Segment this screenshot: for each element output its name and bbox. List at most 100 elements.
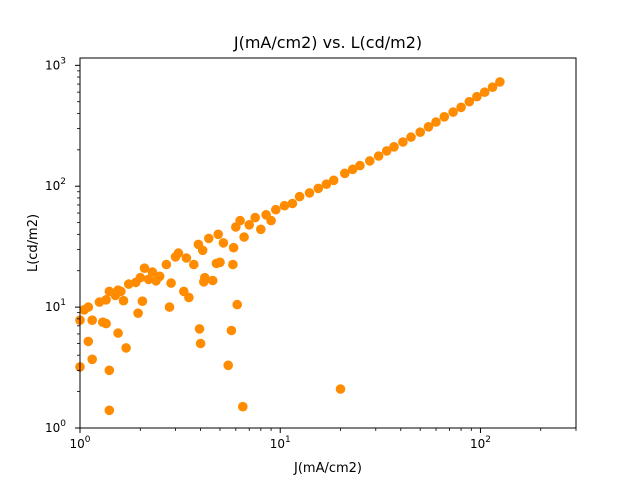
data-point — [137, 296, 148, 307]
x-tick-label: 100 — [69, 435, 90, 451]
data-point — [365, 156, 375, 166]
data-point — [487, 82, 498, 92]
y-tick-label: 102 — [45, 177, 66, 193]
y-tick-label: 103 — [45, 56, 66, 72]
data-point — [223, 360, 233, 371]
data-point — [147, 267, 158, 277]
data-point — [287, 198, 298, 209]
data-point — [321, 179, 332, 189]
data-point — [161, 259, 172, 270]
data-point — [101, 295, 111, 305]
x-tick-label: 101 — [270, 435, 291, 451]
y-tick-label-base: 10 — [45, 179, 60, 193]
data-point — [244, 220, 254, 230]
x-tick-label-base: 10 — [470, 437, 485, 451]
data-point — [200, 272, 210, 283]
data-point — [83, 302, 94, 312]
data-point — [464, 96, 475, 107]
data-point — [406, 132, 416, 142]
data-point — [389, 142, 399, 152]
data-point — [456, 102, 466, 113]
data-point — [228, 242, 239, 253]
data-point — [218, 238, 229, 248]
data-point — [328, 175, 339, 186]
data-point — [121, 343, 131, 353]
data-point — [279, 200, 290, 211]
data-point — [335, 384, 346, 394]
data-point — [154, 271, 165, 282]
x-axis-label: J(mA/cm2) — [293, 461, 362, 476]
data-point — [118, 295, 129, 306]
data-point — [398, 137, 408, 147]
data-point — [238, 401, 248, 412]
data-point — [373, 151, 384, 161]
y-tick-label-base: 10 — [45, 421, 60, 435]
data-point — [194, 324, 205, 334]
data-point — [415, 127, 426, 137]
plot-frame — [79, 57, 577, 429]
data-points — [75, 77, 505, 416]
x-tick-label-exponent: 1 — [285, 435, 291, 445]
data-point — [197, 245, 208, 256]
data-point — [215, 257, 225, 268]
data-point — [181, 253, 192, 263]
y-axis-label: L(cd/m2) — [26, 214, 41, 272]
data-point — [439, 112, 450, 122]
data-point — [381, 146, 392, 156]
data-point — [228, 259, 238, 270]
data-point — [340, 168, 350, 179]
data-point — [266, 215, 276, 226]
x-tick-label-base: 10 — [270, 437, 285, 451]
data-point — [423, 122, 434, 132]
data-point — [207, 275, 218, 286]
x-tick-label-exponent: 0 — [85, 435, 91, 445]
data-point — [213, 229, 223, 240]
y-tick-label-exponent: 0 — [60, 419, 66, 429]
data-point — [239, 232, 249, 242]
data-point — [232, 299, 242, 310]
data-point — [87, 315, 97, 326]
y-tick-label: 101 — [45, 298, 66, 314]
data-point — [355, 160, 365, 171]
y-tick-label-exponent: 1 — [60, 298, 66, 308]
x-tick-label-base: 10 — [69, 437, 84, 451]
data-point — [173, 248, 184, 258]
x-tick-label-exponent: 2 — [485, 435, 491, 445]
data-point — [139, 263, 150, 274]
data-point — [189, 259, 199, 270]
data-point — [255, 224, 266, 235]
y-tick-label-exponent: 2 — [60, 177, 66, 187]
data-point — [235, 215, 245, 226]
data-point — [448, 107, 458, 117]
data-point — [195, 338, 206, 349]
data-point — [184, 292, 194, 303]
data-point — [431, 117, 441, 127]
chart-title: J(mA/cm2) vs. L(cd/m2) — [233, 33, 422, 52]
data-point — [271, 204, 281, 215]
data-point — [135, 272, 146, 283]
data-point — [166, 278, 176, 288]
data-point — [347, 164, 358, 175]
data-point — [164, 302, 175, 312]
data-point — [101, 318, 111, 329]
data-point — [304, 188, 315, 198]
data-point — [143, 274, 154, 285]
data-point — [250, 212, 260, 223]
data-point — [472, 91, 482, 102]
y-tick-label: 100 — [45, 419, 66, 435]
data-point — [204, 233, 214, 244]
data-point — [294, 191, 305, 202]
data-point — [113, 328, 123, 338]
data-point — [116, 286, 126, 297]
data-point — [479, 87, 490, 97]
y-tick-label-exponent: 3 — [60, 56, 66, 66]
data-point — [133, 308, 143, 319]
y-tick-label-base: 10 — [45, 300, 60, 314]
data-point — [226, 325, 237, 336]
x-tick-label: 102 — [470, 435, 491, 451]
data-point — [83, 336, 94, 347]
data-point — [104, 365, 115, 376]
